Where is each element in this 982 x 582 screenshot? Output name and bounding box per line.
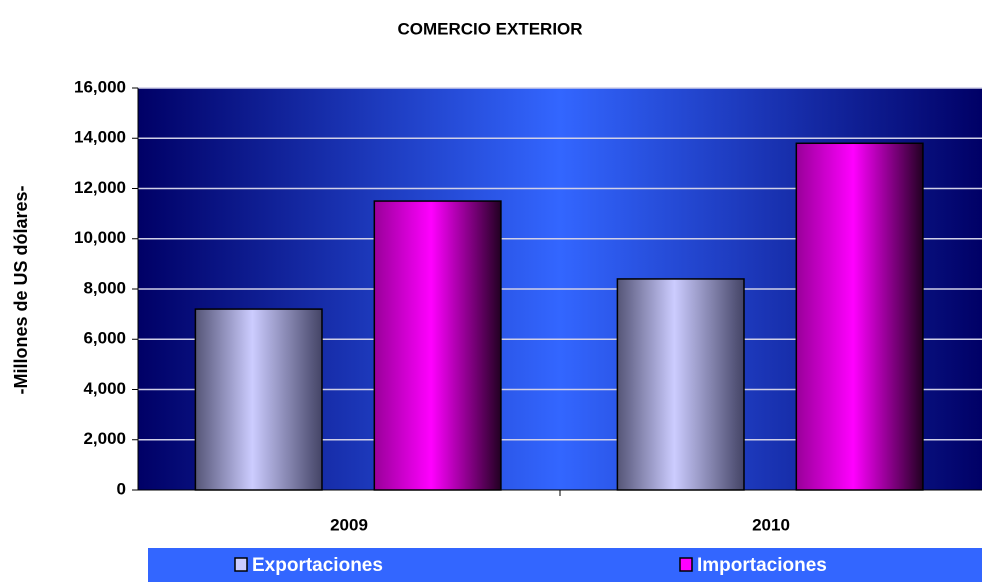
legend-label: Exportaciones xyxy=(252,555,383,576)
y-tick-label: 14,000 xyxy=(74,128,126,147)
x-tick-label: 2010 xyxy=(752,515,790,534)
legend-swatch xyxy=(234,557,248,572)
y-axis-label: -Millones de US dólares- xyxy=(11,185,31,394)
y-tick-label: 4,000 xyxy=(83,379,126,398)
bar xyxy=(373,200,502,491)
chart-title: COMERCIO EXTERIOR xyxy=(397,19,582,38)
y-tick-label: 0 xyxy=(117,479,126,498)
y-tick-label: 16,000 xyxy=(74,77,126,96)
legend-swatch xyxy=(679,557,693,572)
y-tick-label: 2,000 xyxy=(83,429,126,448)
bar xyxy=(616,278,745,491)
legend xyxy=(148,548,982,582)
y-tick-label: 8,000 xyxy=(83,278,126,297)
y-tick-label: 6,000 xyxy=(83,329,126,348)
y-tick-label: 12,000 xyxy=(74,178,126,197)
bar xyxy=(194,308,323,491)
bar xyxy=(795,142,924,491)
y-tick-label: 10,000 xyxy=(74,228,126,247)
x-tick-label: 2009 xyxy=(330,515,368,534)
legend-label: Importaciones xyxy=(697,555,827,576)
